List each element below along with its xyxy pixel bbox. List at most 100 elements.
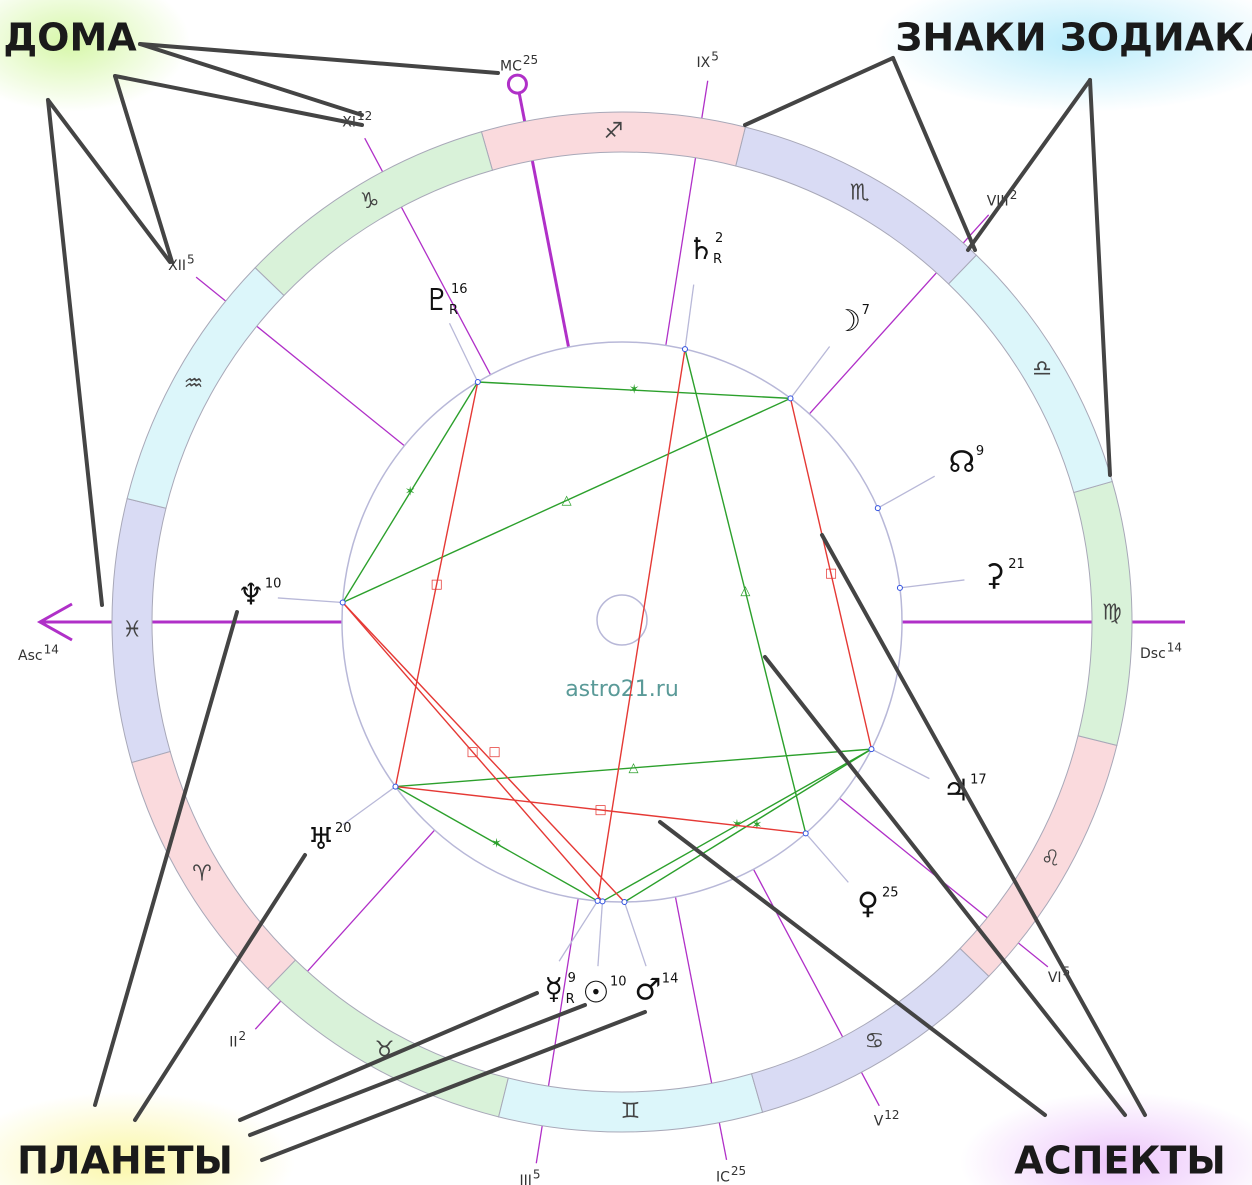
planet-degree: 14 xyxy=(662,972,679,987)
house-label: VI xyxy=(1048,970,1062,986)
planet-connector xyxy=(342,786,396,826)
house-degree: 25 xyxy=(731,1164,746,1178)
planet-connector xyxy=(805,832,849,883)
house-degree: 5 xyxy=(533,1168,541,1182)
planet-glyph: ☉ xyxy=(583,976,610,1011)
house-degree: 12 xyxy=(884,1108,899,1122)
house-label: Asc xyxy=(18,648,43,664)
planet-dot xyxy=(392,783,399,790)
sign-glyph: ♏ xyxy=(850,180,870,205)
pointer xyxy=(138,42,364,117)
house-label: IC xyxy=(716,1170,730,1185)
planet-dot xyxy=(594,897,601,904)
aspect-symbol: □ xyxy=(825,566,837,581)
glow xyxy=(0,1092,295,1185)
aspect-line xyxy=(394,381,479,787)
glow xyxy=(0,0,190,112)
pointer xyxy=(820,533,1147,1117)
planet-degree: 10 xyxy=(610,975,627,990)
glow xyxy=(875,0,1252,112)
pointer xyxy=(238,991,539,1122)
aspect-line xyxy=(477,381,791,400)
pointer xyxy=(46,98,172,264)
planet-dot xyxy=(474,378,481,385)
sign-glyph: ♓ xyxy=(122,618,142,643)
house-degree: 5 xyxy=(711,49,719,63)
house-label: VIII xyxy=(987,193,1009,209)
aspect-symbol: △ xyxy=(740,584,750,599)
planet-connector xyxy=(277,597,343,604)
planet-glyph: ♆ xyxy=(237,578,264,613)
aspect-line xyxy=(342,397,791,604)
sign-glyph: ♑ xyxy=(360,189,380,214)
glow xyxy=(960,1092,1252,1185)
aspect-line xyxy=(342,602,603,902)
pointer xyxy=(133,853,307,1122)
sign-segment xyxy=(126,267,285,509)
planet-degree: 17 xyxy=(970,773,987,788)
planet-glyph: ☿ xyxy=(544,972,562,1007)
sign-glyph: ♎ xyxy=(1032,357,1052,382)
planet-degree: 21 xyxy=(1008,557,1025,572)
sign-glyph: ♈ xyxy=(192,861,212,886)
mc-marker xyxy=(506,73,528,95)
planet-degree: 2 xyxy=(715,231,723,246)
planet-connector xyxy=(448,322,479,383)
planet-connector xyxy=(623,901,647,967)
house-label: Dsc xyxy=(1140,646,1166,662)
planet-dot xyxy=(868,746,875,753)
house-degree: 2 xyxy=(1010,188,1018,202)
planet-degree: 16 xyxy=(451,282,468,297)
sign-segment xyxy=(131,750,297,990)
wheel: ♓♈♉♊♋♌♍♎♏♐♑♒Asc14II2III5IC25V12VI5Dsc14V… xyxy=(18,49,1185,1185)
aspect-line xyxy=(624,748,872,903)
planet-degree: 9 xyxy=(568,971,576,986)
planet-retrograde: R xyxy=(713,252,722,267)
aspect-symbol: □ xyxy=(594,802,606,817)
sign-glyph: ♐ xyxy=(604,119,624,144)
planet-glyph: ♄ xyxy=(688,232,715,267)
planet-dot xyxy=(896,584,903,591)
house-degree: 12 xyxy=(357,109,372,123)
sign-glyph: ♒ xyxy=(184,371,204,396)
sign-glyph: ♋ xyxy=(865,1029,885,1054)
aspect-line xyxy=(342,601,625,903)
house-label: IX xyxy=(697,55,711,71)
planet-connector xyxy=(789,346,831,399)
planet-dot xyxy=(599,898,606,905)
house-degree: 25 xyxy=(523,53,538,67)
aspect-line xyxy=(684,349,807,834)
pointer xyxy=(1088,78,1112,477)
planet-glyph: ♅ xyxy=(308,822,335,857)
planet-dot xyxy=(339,599,346,606)
planet-retrograde: R xyxy=(566,992,575,1007)
house-label: V xyxy=(874,1114,884,1130)
aspect-symbol: △ xyxy=(562,493,572,508)
pointer xyxy=(113,74,174,264)
planet-connector xyxy=(684,284,695,350)
pointer xyxy=(138,42,500,75)
planet-connector xyxy=(871,748,930,780)
planet-degree: 9 xyxy=(976,444,984,459)
sign-glyph: ♊ xyxy=(621,1099,641,1124)
planet-dot xyxy=(874,505,881,512)
aspect-symbol: ✶ xyxy=(491,836,502,851)
pointer xyxy=(891,56,977,252)
house-degree: 14 xyxy=(1167,641,1182,655)
planet-glyph: ♂ xyxy=(634,973,661,1008)
sign-glyph: ♍ xyxy=(1102,600,1122,625)
house-degree: 5 xyxy=(187,252,195,266)
planet-degree: 10 xyxy=(265,577,282,592)
pointers xyxy=(46,42,1147,1162)
pointer xyxy=(966,78,1092,252)
house-label: II xyxy=(229,1035,237,1051)
planet-glyph: ♇ xyxy=(424,283,451,318)
aspect-line xyxy=(789,398,873,750)
sign-glyph: ♌ xyxy=(1041,847,1061,872)
corner-label: ДОМА xyxy=(3,16,137,60)
aspect-symbol: □ xyxy=(466,744,478,759)
house-degree: 14 xyxy=(44,643,59,657)
aspect-symbol: ✶ xyxy=(405,485,416,500)
planet-glyph: ☽ xyxy=(834,304,861,339)
aspect-line xyxy=(395,785,598,902)
